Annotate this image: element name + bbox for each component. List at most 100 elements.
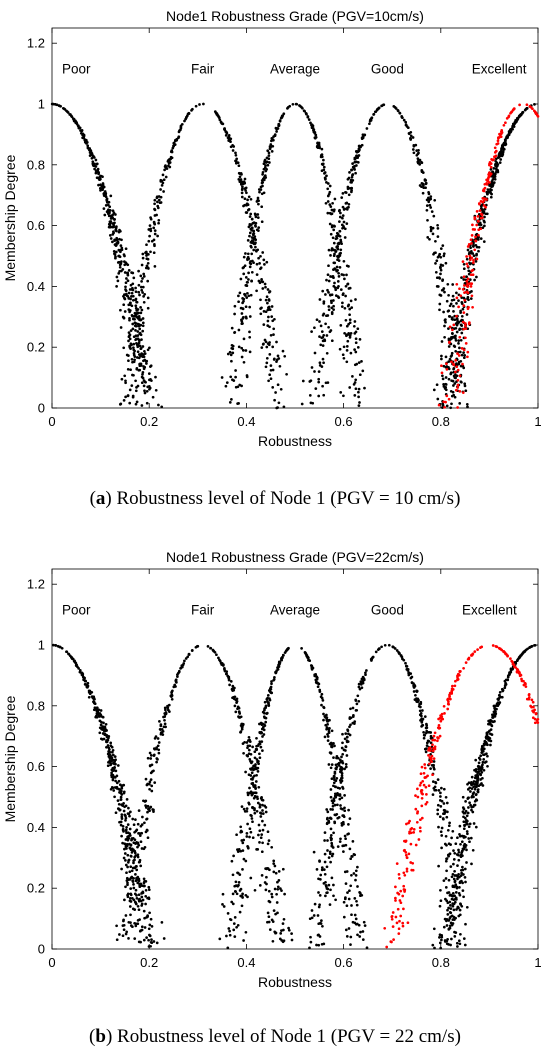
- scatter-point: [466, 307, 470, 311]
- scatter-point: [253, 888, 257, 892]
- scatter-point: [273, 398, 276, 402]
- scatter-point: [380, 104, 384, 108]
- scatter-point: [439, 255, 443, 259]
- scatter-point: [301, 106, 304, 110]
- scatter-point: [228, 929, 231, 933]
- scatter-point: [234, 890, 237, 893]
- scatter-point: [450, 360, 453, 364]
- scatter-point: [450, 351, 454, 355]
- scatter-point: [253, 794, 257, 798]
- scatter-point: [476, 219, 480, 223]
- scatter-point: [418, 783, 422, 787]
- scatter-point: [503, 679, 507, 683]
- scatter-point: [317, 377, 321, 381]
- scatter-point: [313, 902, 317, 906]
- scatter-point: [440, 834, 444, 837]
- scatter-point: [346, 304, 350, 308]
- scatter-point: [338, 252, 342, 256]
- scatter-point: [241, 266, 245, 270]
- scatter-point: [483, 220, 486, 224]
- scatter-point: [254, 791, 258, 795]
- scatter-point: [433, 785, 437, 789]
- scatter-point: [349, 716, 353, 720]
- scatter-point: [475, 798, 479, 802]
- scatter-point: [115, 237, 119, 241]
- scatter-point: [458, 832, 461, 836]
- scatter-point: [489, 165, 493, 169]
- scatter-point: [340, 824, 344, 827]
- scatter-point: [54, 644, 58, 647]
- scatter-point: [325, 865, 329, 869]
- scatter-point: [122, 303, 126, 307]
- scatter-point: [464, 389, 468, 393]
- scatter-point: [511, 662, 515, 666]
- scatter-point: [258, 803, 262, 807]
- scatter-point: [184, 657, 188, 660]
- scatter-point: [415, 697, 418, 700]
- scatter-point: [126, 263, 130, 267]
- scatter-point: [453, 879, 457, 883]
- scatter-point: [145, 264, 149, 268]
- scatter-point: [276, 880, 279, 884]
- scatter-point: [334, 767, 338, 770]
- scatter-point: [444, 365, 448, 369]
- scatter-point: [170, 691, 173, 694]
- scatter-point: [274, 126, 278, 130]
- scatter-point: [72, 659, 76, 663]
- scatter-point: [128, 301, 132, 305]
- scatter-point: [465, 819, 469, 823]
- scatter-point: [419, 829, 422, 833]
- scatter-point: [141, 285, 145, 289]
- scatter-point: [280, 658, 283, 662]
- scatter-point: [146, 348, 150, 352]
- scatter-point: [134, 297, 138, 301]
- scatter-point: [451, 894, 455, 898]
- scatter-point: [153, 232, 157, 236]
- scatter-point: [251, 236, 255, 240]
- scatter-point: [463, 943, 467, 947]
- scatter-point: [462, 348, 466, 352]
- scatter-point: [140, 308, 144, 312]
- scatter-point: [446, 901, 450, 905]
- scatter-point: [326, 816, 329, 820]
- scatter-point: [145, 829, 149, 832]
- scatter-point: [115, 938, 119, 942]
- scatter-point: [136, 842, 140, 845]
- scatter-point: [462, 311, 466, 314]
- scatter-point: [442, 400, 446, 404]
- scatter-point: [225, 934, 228, 938]
- scatter-point: [462, 666, 465, 670]
- scatter-point: [309, 935, 312, 939]
- scatter-point: [330, 799, 334, 803]
- scatter-point: [506, 654, 509, 658]
- scatter-point: [272, 358, 276, 361]
- scatter-point: [124, 379, 127, 383]
- scatter-point: [419, 702, 423, 706]
- scatter-point: [260, 306, 263, 310]
- scatter-point: [96, 170, 100, 174]
- scatter-point: [363, 924, 367, 927]
- scatter-point: [261, 749, 264, 752]
- scatter-point: [260, 220, 264, 224]
- scatter-point: [140, 925, 144, 929]
- scatter-point: [326, 720, 329, 723]
- scatter-point: [141, 815, 144, 819]
- scatter-point: [353, 722, 356, 725]
- scatter-point: [336, 786, 340, 790]
- scatter-point: [129, 342, 133, 346]
- scatter-point: [407, 673, 411, 677]
- scatter-point: [329, 293, 332, 297]
- scatter-point: [416, 787, 419, 791]
- scatter-point: [126, 831, 130, 835]
- scatter-point: [76, 665, 79, 669]
- scatter-point: [425, 726, 429, 730]
- scatter-point: [309, 121, 312, 125]
- scatter-point: [414, 794, 417, 797]
- scatter-point: [234, 151, 237, 155]
- scatter-point: [341, 192, 345, 195]
- scatter-point: [138, 324, 141, 328]
- scatter-point: [459, 855, 463, 859]
- scatter-point: [349, 935, 353, 939]
- scatter-point: [348, 307, 352, 311]
- scatter-point: [433, 731, 437, 735]
